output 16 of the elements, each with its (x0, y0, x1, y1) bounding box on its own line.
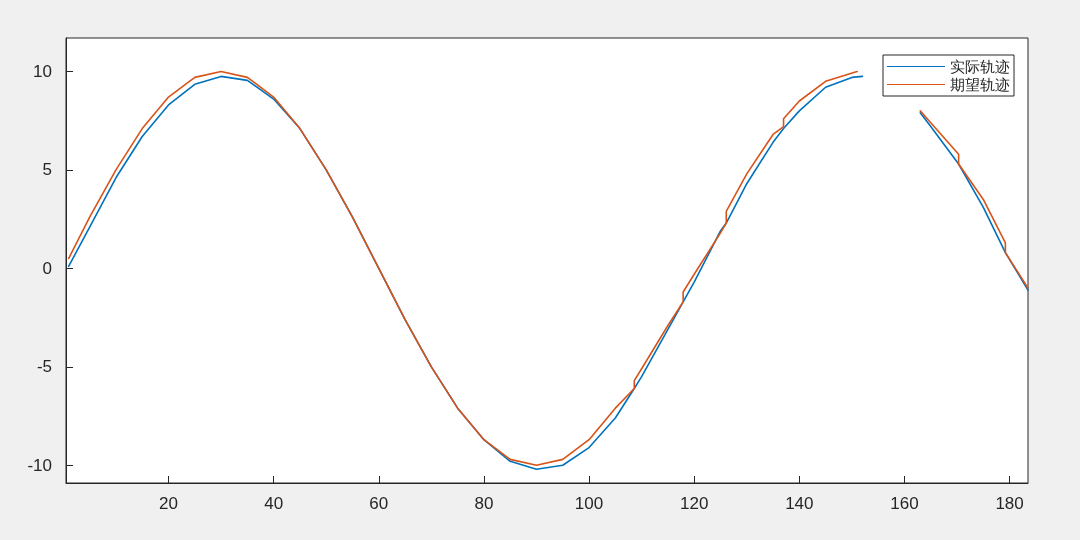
x-tick-label: 180 (995, 494, 1024, 513)
y-tick-label: 5 (42, 160, 52, 180)
x-tick-label: 20 (159, 494, 178, 513)
x-tick-label: 140 (785, 494, 814, 513)
y-tick-label: 10 (33, 61, 52, 81)
x-tick-label: 100 (574, 494, 604, 513)
x-tick-label: 120 (680, 494, 709, 513)
legend-label: 实际轨迹 (950, 57, 1010, 76)
y-tick-label: -10 (27, 455, 52, 475)
x-tick-label: 80 (474, 494, 494, 513)
x-tick-label: 60 (369, 494, 389, 513)
y-tick-label: 0 (42, 258, 52, 278)
legend-label: 期望轨迹 (950, 75, 1010, 94)
y-tick-label: -5 (36, 357, 52, 377)
x-tick-label: 40 (264, 494, 284, 513)
x-tick-label: 160 (890, 494, 919, 513)
